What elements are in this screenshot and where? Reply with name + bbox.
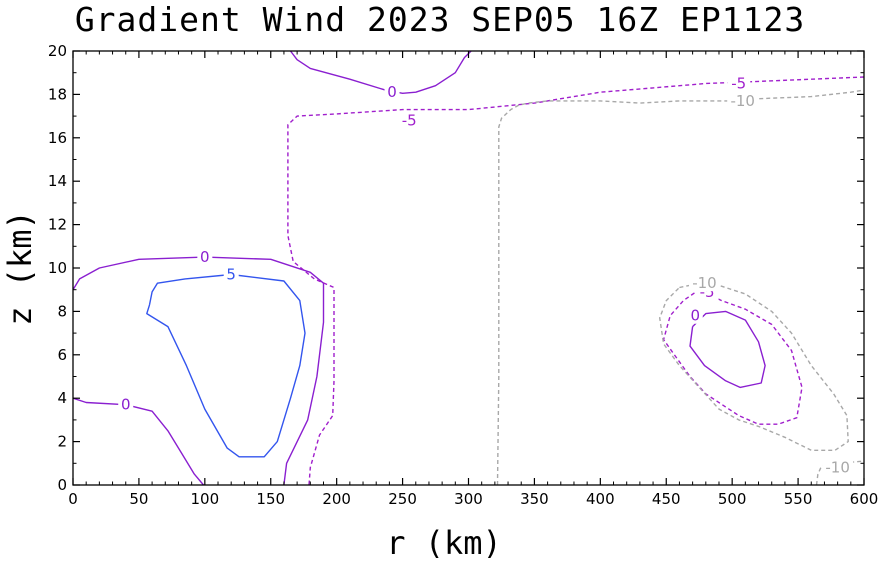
x-tick-label: 350 (520, 490, 549, 508)
contour-label: 0 (387, 83, 397, 101)
x-tick-label: 200 (322, 490, 351, 508)
contour-label: 0 (121, 396, 131, 414)
contour-label-bg (822, 459, 854, 476)
contour-label: 5 (226, 266, 236, 284)
y-tick-label: 0 (57, 476, 67, 494)
y-tick-label: 12 (48, 216, 67, 234)
contour-5-inner-core (146, 273, 306, 458)
contour-label-bg (384, 84, 400, 101)
x-tick-label: 550 (784, 490, 813, 508)
x-tick-label: 450 (652, 490, 681, 508)
x-tick-label: 150 (256, 490, 285, 508)
y-tick-label: 10 (48, 259, 67, 277)
contour-lines (72, 50, 865, 486)
contour-label-bg (727, 92, 759, 109)
x-tick-label: 300 (454, 490, 483, 508)
y-tick-label: 14 (48, 172, 67, 190)
y-tick-label: 8 (57, 302, 67, 320)
x-tick-label: 0 (68, 490, 78, 508)
contour-label: -5 (731, 75, 746, 93)
contour-label-bg (687, 307, 703, 324)
contour-neg5-outer-storm (662, 289, 803, 425)
contour-label-bg (223, 266, 239, 283)
x-axis: 0 50 100 150 200 250 300 350 400 450 500 550 600 (68, 51, 878, 508)
y-tick-label: 4 (57, 389, 67, 407)
contour-0-upper (289, 50, 472, 94)
x-tick-label: 600 (850, 490, 879, 508)
contour-label: 0 (200, 248, 210, 266)
contour-label-bg (197, 249, 213, 266)
contour-neg10-vertical (496, 89, 865, 486)
contour-neg5-main (287, 76, 865, 486)
x-tick-label: 250 (388, 490, 417, 508)
x-tick-label: 100 (191, 490, 220, 508)
plot-frame (72, 50, 865, 486)
contour-label: -10 (825, 459, 850, 477)
contour-label: -10 (692, 274, 717, 292)
y-axis: 0 2 4 6 8 10 12 14 16 18 20 (48, 42, 864, 494)
x-tick-label: 500 (718, 490, 747, 508)
x-axis-label: r (km) (386, 524, 502, 561)
contour-label-bg (727, 75, 751, 92)
y-tick-label: 18 (48, 85, 67, 103)
x-tick-label: 400 (586, 490, 615, 508)
contour-0-outer-storm (689, 310, 766, 389)
y-axis-label: z (km) (1, 210, 39, 326)
y-tick-label: 6 (57, 346, 67, 364)
contour-0-inner-core (72, 256, 325, 486)
contour-label: -5 (402, 111, 417, 129)
y-tick-label: 20 (48, 42, 67, 60)
contour-label-bg (397, 112, 421, 129)
contour-neg10-outer-storm (659, 282, 849, 451)
y-tick-label: 16 (48, 129, 67, 147)
chart-title: Gradient Wind 2023 SEP05 16Z EP1123 (75, 0, 805, 39)
y-tick-label: 2 (57, 433, 67, 451)
contour-label-bg (688, 275, 720, 292)
contour-0-lower-left (72, 397, 205, 486)
x-tick-label: 50 (129, 490, 148, 508)
contour-label-bg (118, 396, 134, 413)
contour-label: 0 (690, 307, 700, 325)
contour-label: -10 (730, 92, 755, 110)
